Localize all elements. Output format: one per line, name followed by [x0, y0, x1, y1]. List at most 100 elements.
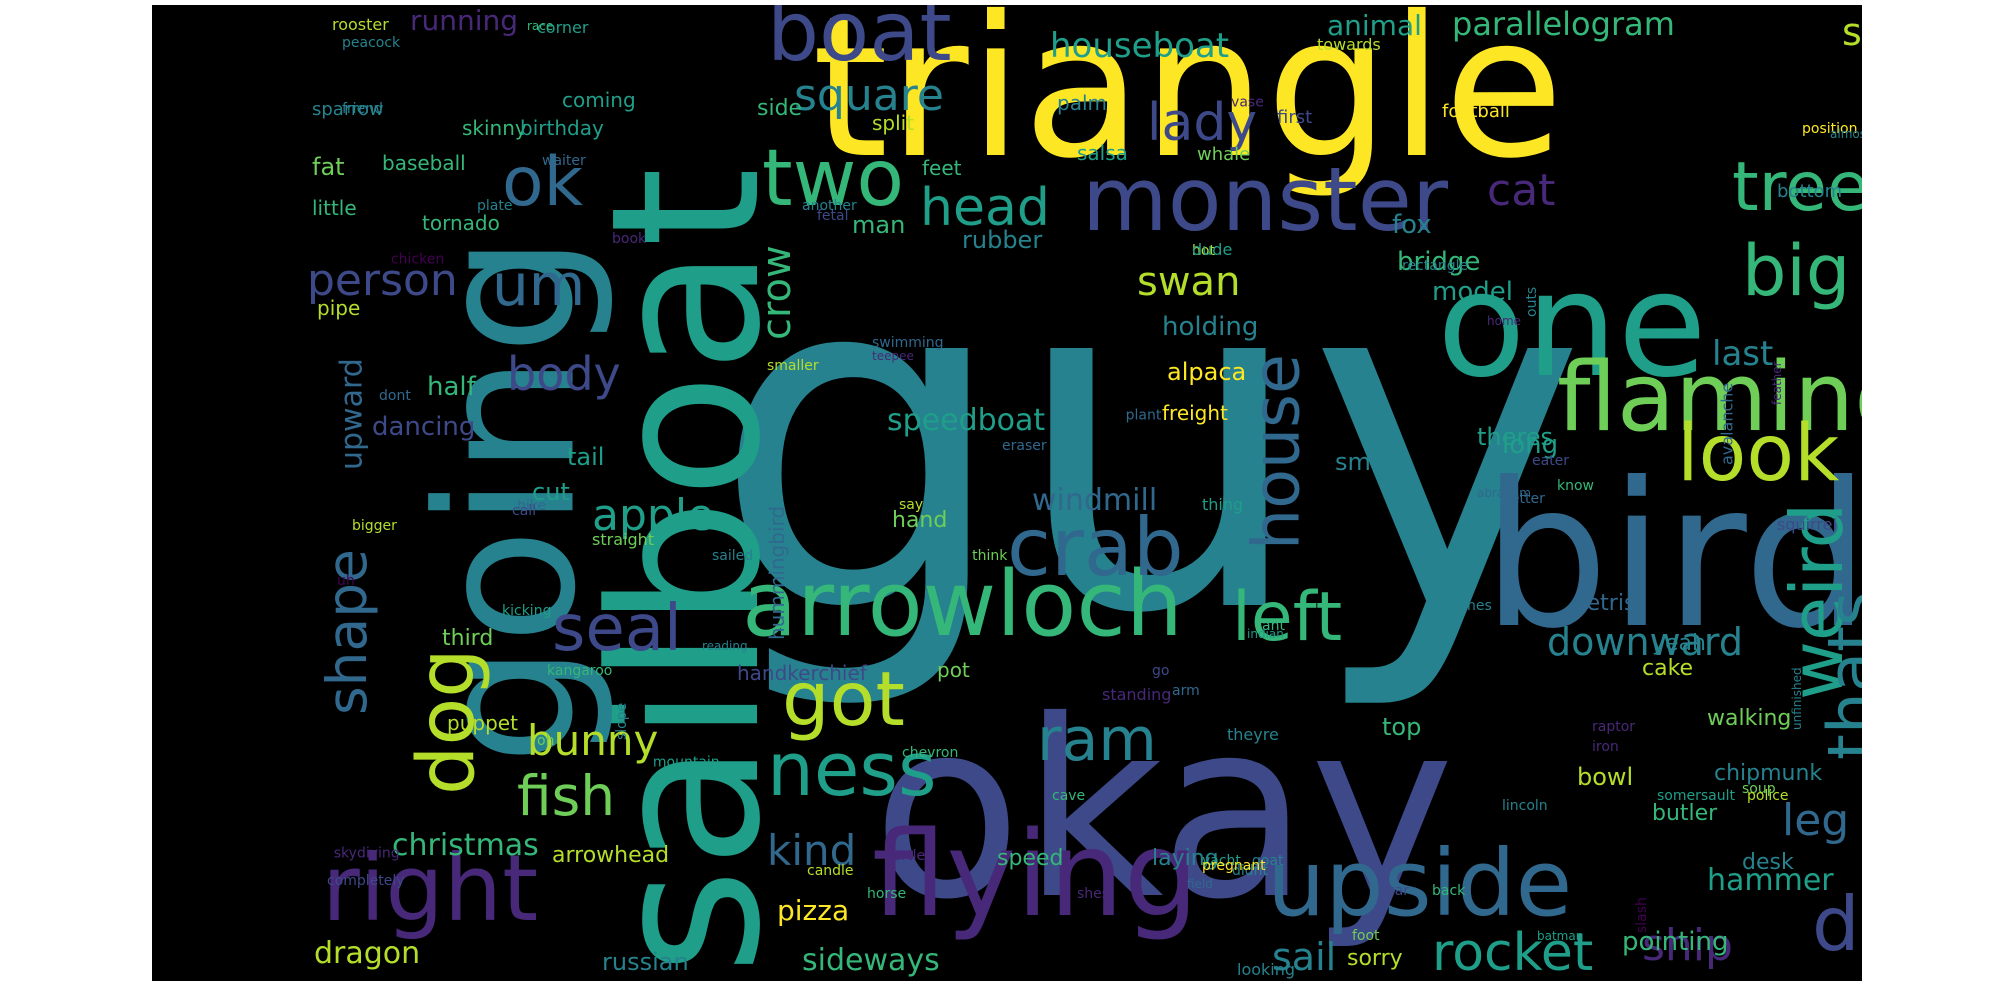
word-model: model — [1432, 277, 1513, 307]
word-upside: upside — [1267, 830, 1572, 937]
word-unfinished: unfinished — [1790, 667, 1804, 730]
word-chipmunk: chipmunk — [1714, 761, 1822, 786]
word-towards: towards — [1317, 35, 1381, 54]
word-fish: fish — [517, 764, 615, 828]
word-little: little — [312, 196, 357, 220]
word-hes: hes — [1467, 598, 1492, 614]
word-baseball: baseball — [382, 151, 466, 175]
word-laying: laying — [1152, 846, 1219, 871]
word-right: right — [322, 835, 538, 942]
word-okay: okay — [872, 668, 1455, 953]
word-smaller: smaller — [767, 358, 819, 374]
word-soup: soup — [1742, 781, 1776, 797]
word-back: back — [1432, 883, 1466, 899]
word-eater: eater — [1532, 453, 1569, 469]
word-sailboat: sailboat — [568, 167, 806, 975]
word-hand: hand — [892, 508, 947, 533]
word-sparrow: sparrow — [312, 99, 384, 120]
word-crow: crow — [754, 245, 800, 340]
word-cloud: guy okay triangle sailboat bird going one flyin… — [152, 5, 1862, 981]
word-guy: guy — [712, 169, 1586, 716]
word-chicken: chicken — [391, 251, 444, 267]
word-didnt: didnt — [1232, 863, 1269, 879]
word-ant: ant — [1262, 618, 1285, 634]
word-body: body — [507, 347, 621, 401]
word-book: book — [612, 231, 647, 247]
word-flying: flying — [872, 805, 1199, 943]
word-pregnant: pregnant — [1202, 858, 1266, 874]
word-almost: almost — [1830, 127, 1862, 141]
word-standing: standing — [1102, 685, 1171, 704]
word-raptor: raptor — [1592, 719, 1635, 735]
word-tetris: tetris — [1578, 591, 1635, 616]
word-lincoln: lincoln — [1502, 798, 1548, 814]
word-apple: apple — [592, 490, 714, 541]
word-windmill: windmill — [1032, 483, 1157, 518]
word-hammer: hammer — [1707, 863, 1834, 898]
word-friend: friend — [342, 101, 383, 117]
word-holding: holding — [1162, 312, 1258, 342]
word-thing: thing — [1202, 495, 1243, 514]
word-bigger: bigger — [352, 518, 397, 534]
word-ship: ship — [1642, 920, 1733, 971]
word-third: third — [442, 626, 493, 651]
word-look: look — [1677, 409, 1839, 499]
word-hot: hot — [1192, 243, 1215, 259]
word-whale: whale — [1197, 144, 1250, 165]
word-go: go — [1152, 663, 1169, 679]
word-sail: sail — [1272, 935, 1336, 979]
word-first: first — [1277, 107, 1312, 128]
word-ness: ness — [767, 727, 937, 813]
word-reading: reading — [702, 639, 748, 653]
word-vase: vase — [1231, 95, 1264, 111]
word-upward: upward — [335, 358, 370, 470]
word-handkerchief: handkerchief — [737, 661, 868, 685]
word-dont: dont — [379, 388, 411, 404]
word-peacock: peacock — [342, 35, 401, 51]
word-palm: palm — [1057, 91, 1107, 115]
word-cave: cave — [1052, 788, 1085, 804]
word-goat: goat — [1252, 853, 1284, 869]
word-sailed: sailed — [712, 548, 753, 564]
word-thats: thats — [1814, 592, 1863, 760]
word-rocket: rocket — [1432, 923, 1593, 981]
word-half: half — [427, 372, 477, 402]
word-rubber: rubber — [962, 226, 1042, 254]
word-kind: kind — [767, 826, 856, 875]
word-salsa: salsa — [1077, 141, 1128, 165]
word-small: small — [1335, 448, 1399, 476]
word-bunny: bunny — [527, 716, 658, 765]
word-fox: fox — [1392, 210, 1432, 240]
word-left: left — [1232, 578, 1342, 657]
word-alpaca: alpaca — [1167, 358, 1246, 386]
word-pot: pot — [937, 658, 970, 682]
word-seal: seal — [552, 592, 682, 666]
word-avalanche: avalanche — [1718, 383, 1737, 465]
word-speedboat: speedboat — [887, 403, 1045, 438]
word-call: call — [512, 503, 536, 519]
word-football: football — [1442, 101, 1510, 122]
word-top: top — [1382, 713, 1421, 741]
word-slash: slash — [1634, 897, 1650, 933]
word-waiter: waiter — [542, 153, 586, 169]
word-lady: lady — [1147, 93, 1257, 153]
word-one: one — [1437, 241, 1707, 410]
word-bottom: bottom — [1777, 181, 1842, 202]
word-rooster: rooster — [332, 15, 389, 34]
word-looking: looking — [1237, 960, 1295, 979]
word-pointing: pointing — [1622, 927, 1729, 957]
word-coming: coming — [562, 88, 636, 112]
word-skydiving: skydiving — [334, 846, 400, 862]
word-race: race — [527, 19, 553, 33]
word-two: two — [762, 134, 904, 224]
word-completely: completely — [327, 873, 405, 889]
word-dragon: dragon — [314, 936, 420, 971]
word-teepee: teepee — [872, 349, 914, 363]
word-person: person — [307, 255, 458, 306]
word-bike: bike — [517, 498, 546, 514]
word-car: car — [1387, 883, 1409, 899]
word-bird: bird — [1482, 440, 1862, 673]
word-eraser: eraser — [1002, 438, 1047, 454]
word-mountain: mountain — [653, 754, 720, 770]
word-corner: corner — [537, 18, 589, 37]
